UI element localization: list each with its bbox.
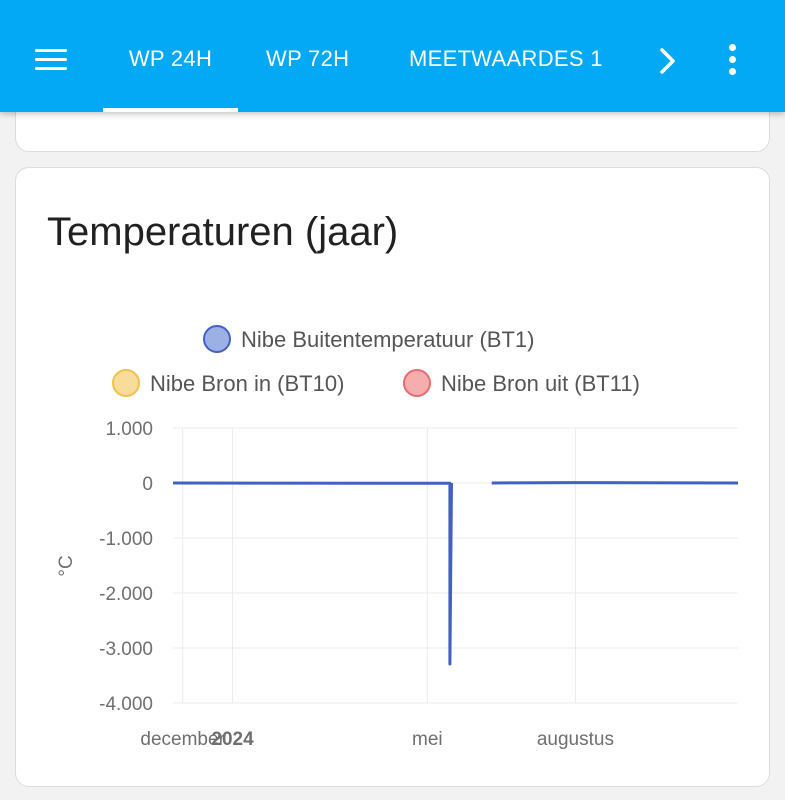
legend-label-bt1: Nibe Buitentemperatuur (BT1) xyxy=(241,327,535,352)
y-tick-label: 0 xyxy=(142,474,153,495)
x-tick-label: december xyxy=(140,729,225,750)
y-tick-label: -1.000 xyxy=(99,529,153,550)
x-tick-label: augustus xyxy=(537,729,614,750)
chevron-right-icon[interactable] xyxy=(655,46,681,76)
menu-icon[interactable] xyxy=(30,40,74,80)
legend-item-bt10[interactable]: Nibe Bron in (BT10) xyxy=(112,369,344,397)
card-title: Temperaturen (jaar) xyxy=(47,210,399,254)
temperature-card: Temperaturen (jaar) xyxy=(15,167,770,787)
tab-wp-24h[interactable]: WP 24H xyxy=(103,0,238,112)
app-header: WP 24H WP 72H MEETWAARDES 1 xyxy=(0,0,785,112)
y-tick-label: -3.000 xyxy=(99,639,153,660)
y-tick-label: -2.000 xyxy=(99,584,153,605)
dots-vertical-icon[interactable] xyxy=(718,40,748,80)
legend-item-bt1[interactable]: Nibe Buitentemperatuur (BT1) xyxy=(203,325,534,353)
legend-item-bt11[interactable]: Nibe Bron uit (BT11) xyxy=(403,369,640,397)
tab-wp-72h[interactable]: WP 72H xyxy=(266,46,350,71)
series-line xyxy=(172,481,453,666)
x-tick-label: mei xyxy=(412,729,443,750)
legend-swatch-bt11 xyxy=(403,369,431,397)
x-tick-label: 2024 xyxy=(211,729,254,750)
y-axis-label: °C xyxy=(56,555,77,576)
legend-label-bt11: Nibe Bron uit (BT11) xyxy=(441,371,640,396)
legend-label-bt10: Nibe Bron in (BT10) xyxy=(150,371,345,396)
tab-meetwaardes-1[interactable]: MEETWAARDES 1 xyxy=(409,46,603,71)
legend-swatch-bt10 xyxy=(112,369,140,397)
y-tick-label: 1.000 xyxy=(105,419,153,440)
y-tick-label: -4.000 xyxy=(99,694,153,715)
legend-swatch-bt1 xyxy=(203,325,231,353)
